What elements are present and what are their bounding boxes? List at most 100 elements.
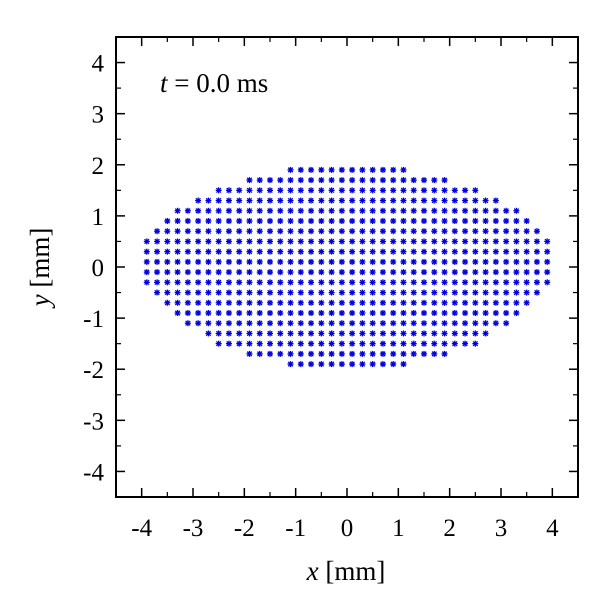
data-point [338,228,345,235]
data-point [256,238,263,245]
data-point [349,228,356,235]
data-point [349,197,356,204]
data-point [441,177,448,184]
data-point [503,289,510,296]
data-point [205,310,212,316]
data-point [431,320,438,327]
data-point [267,330,273,337]
data-point [421,269,427,276]
data-point [308,330,315,337]
data-point [400,350,407,357]
data-point [359,166,366,173]
data-point [318,340,325,347]
data-point [492,218,499,224]
data-point [308,258,315,265]
data-point [308,279,315,286]
data-point [318,197,325,204]
data-point [318,320,325,327]
data-point [359,177,366,184]
data-point [472,218,479,224]
data-point [215,197,222,204]
data-point [451,197,458,204]
data-point [256,330,263,337]
data-point [308,207,315,214]
data-point [462,320,469,327]
x-axis-label: x [mm] [306,556,386,586]
data-point [441,340,448,347]
data-point [287,218,294,224]
data-point [318,166,325,173]
data-point [379,269,386,276]
data-point [513,279,520,286]
data-point [246,207,253,214]
data-point [369,166,376,173]
data-point [513,299,520,306]
data-point [287,350,294,357]
data-point [143,248,150,255]
data-point [359,269,366,276]
data-point [205,207,212,214]
data-point [482,228,489,235]
data-point [174,310,181,316]
data-point [277,299,284,306]
data-point [349,218,356,224]
y-tick-label: -3 [83,408,104,435]
data-point [523,258,530,265]
data-point [533,248,540,255]
data-point [359,207,366,214]
data-point [431,228,438,235]
data-point [544,279,551,286]
y-tick-label: -4 [83,459,104,486]
data-point [349,361,356,368]
data-point [246,289,253,296]
data-point [184,269,191,276]
data-point [328,350,335,357]
data-point [390,269,397,276]
data-point [174,269,181,276]
data-point [287,258,294,265]
data-point [400,238,407,245]
data-point [462,299,469,306]
data-point [379,166,386,173]
data-point [544,248,551,255]
data-point [297,310,304,316]
data-point [174,238,181,245]
data-point [195,269,202,276]
data-point [410,248,417,255]
data-point [328,279,335,286]
y-tick-label: -1 [83,306,104,333]
data-point [256,218,263,224]
data-point [195,238,202,245]
data-point [513,269,520,276]
data-point [318,218,325,224]
data-point [369,228,376,235]
data-point [421,289,427,296]
data-point [267,197,273,204]
data-point [421,310,427,316]
data-point [154,248,161,255]
y-axis-label-var: y [25,294,55,309]
data-point [400,248,407,255]
data-point [297,187,304,194]
data-point [379,279,386,286]
data-point [369,187,376,194]
data-point [400,269,407,276]
data-point [328,258,335,265]
data-point [308,248,315,255]
data-point [184,310,191,316]
data-point [390,310,397,316]
data-point [225,320,232,327]
data-point [256,207,263,214]
data-point [338,340,345,347]
time-annotation-var: t [160,68,169,98]
data-point [256,228,263,235]
data-point [256,289,263,296]
data-point [431,289,438,296]
data-point [472,228,479,235]
data-point [164,258,171,265]
x-tick-label: 3 [495,515,508,542]
data-point [267,207,273,214]
data-point [390,177,397,184]
data-point [184,207,191,214]
data-point [308,310,315,316]
